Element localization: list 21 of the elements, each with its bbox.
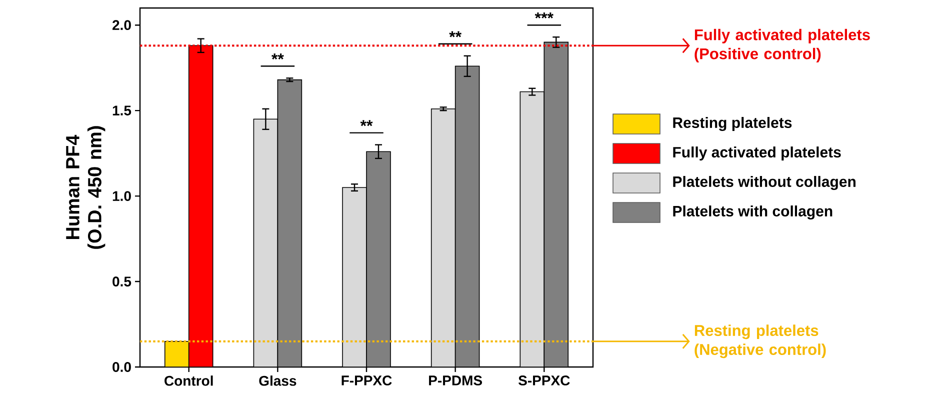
- annotation: **: [272, 54, 284, 60]
- x-tick-label: P-PDMS: [429, 376, 482, 386]
- legend-label: Platelets without collagen: [673, 176, 856, 190]
- ref-line-label: Fully activated platelets (Positive control): [694, 28, 870, 62]
- y-tick-label: 1.0: [112, 191, 131, 202]
- x-tick-label: Glass: [259, 376, 296, 386]
- annotation: **: [449, 31, 462, 38]
- ref-line-label: Resting platelets (Negative control): [694, 324, 826, 358]
- x-tick-label: S-PPXC: [518, 376, 570, 386]
- y-tick-label: 0.0: [112, 362, 131, 372]
- y-axis-title: Human PF4 (O.D. 450 nm): [66, 126, 106, 249]
- x-tick-label: Control: [164, 376, 213, 386]
- x-tick-label: F-PPXC: [342, 376, 392, 386]
- annotation: ***: [534, 12, 554, 18]
- legend-label: Platelets with collagen: [673, 205, 832, 220]
- legend-label: Fully activated platelets: [673, 146, 841, 160]
- legend-label: Resting platelets: [673, 116, 792, 132]
- y-tick-label: 2.0: [112, 20, 131, 30]
- annotation: **: [360, 120, 373, 126]
- y-tick-label: 1.5: [112, 106, 132, 116]
- y-tick-label: 0.5: [112, 276, 132, 286]
